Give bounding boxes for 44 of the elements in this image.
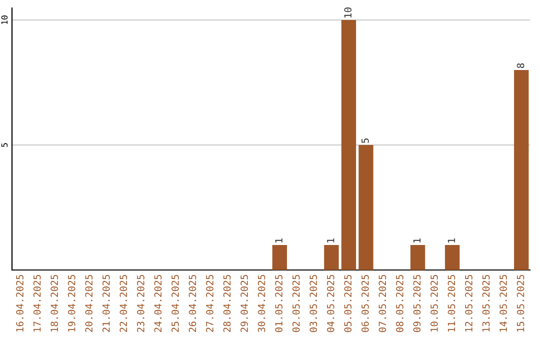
x-tick-label: 17.04.2025 — [33, 274, 41, 332]
x-tick-label: 24.04.2025 — [154, 274, 162, 332]
x-tick-label: 06.05.2025 — [361, 274, 369, 332]
data-label: 1 — [448, 238, 456, 242]
bar — [358, 145, 374, 270]
data-label: 1 — [413, 238, 420, 242]
x-tick-label: 28.04.2025 — [223, 274, 231, 332]
bar — [410, 245, 426, 270]
data-label: 5 — [362, 138, 369, 143]
x-tick-label: 29.04.2025 — [240, 274, 248, 332]
data-label: 1 — [327, 238, 334, 242]
x-tick-label: 23.04.2025 — [136, 274, 144, 332]
x-tick-label: 26.04.2025 — [188, 274, 196, 332]
x-tick-label: 12.05.2025 — [465, 274, 472, 332]
bar — [272, 245, 287, 270]
x-tick-label: 13.05.2025 — [482, 274, 490, 332]
x-tick-label: 21.04.2025 — [102, 274, 110, 332]
x-tick-label: 20.04.2025 — [85, 274, 93, 332]
x-tick-label: 25.04.2025 — [172, 274, 179, 332]
x-tick-label: 01.05.2025 — [275, 274, 282, 332]
x-tick-label: 27.04.2025 — [206, 274, 214, 332]
x-tick-label: 04.05.2025 — [326, 274, 334, 332]
x-tick-label: 07.05.2025 — [378, 274, 386, 332]
bar — [324, 245, 339, 270]
data-label: 8 — [516, 63, 524, 68]
bar — [514, 70, 529, 270]
bar — [444, 245, 460, 270]
x-tick-label: 05.05.2025 — [344, 274, 352, 332]
x-tick-label: 18.04.2025 — [50, 274, 58, 332]
data-label: 1 — [275, 238, 282, 242]
x-tick-label: 16.04.2025 — [16, 274, 24, 332]
x-tick-label: 15.05.2025 — [516, 274, 524, 332]
x-tick-label: 10.05.2025 — [430, 274, 438, 332]
x-tick-label: 19.04.2025 — [68, 274, 76, 332]
x-tick-label: 14.05.2025 — [500, 274, 507, 332]
x-tick-label: 08.05.2025 — [396, 274, 404, 332]
x-tick-label: 03.05.2025 — [310, 274, 318, 332]
bar — [341, 20, 356, 270]
x-tick-label: 30.04.2025 — [258, 274, 266, 332]
x-tick-label: 22.04.2025 — [120, 274, 128, 332]
x-tick-label: 11.05.2025 — [448, 274, 456, 332]
x-tick-label: 09.05.2025 — [413, 274, 421, 332]
data-label: 10 — [344, 8, 352, 18]
x-tick-label: 02.05.2025 — [292, 274, 300, 332]
